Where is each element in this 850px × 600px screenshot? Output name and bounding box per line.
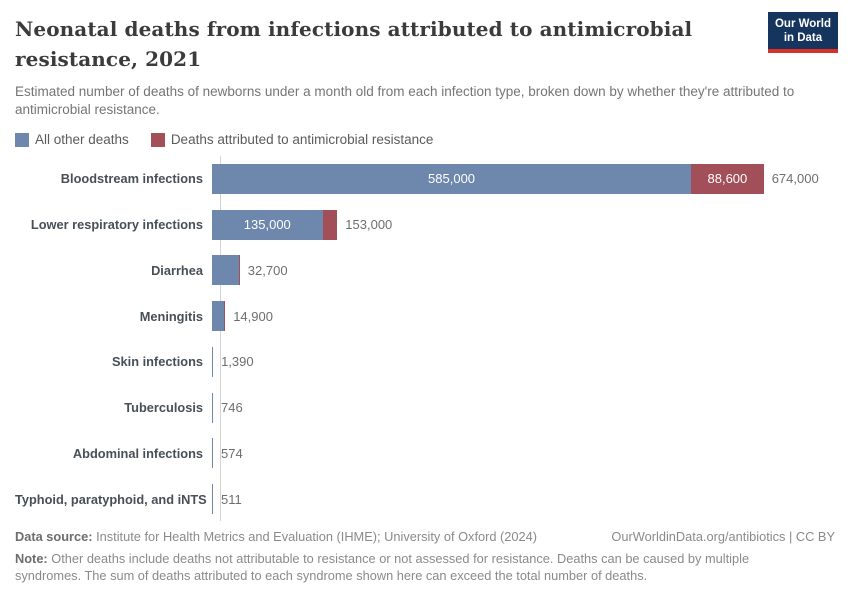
category-label: Tuberculosis <box>124 400 203 416</box>
bar-chart: Bloodstream infections 585,000 88,600 674,0… <box>15 156 835 522</box>
chart-row: Abdominal infections 574 <box>15 431 835 477</box>
category-label: Bloodstream infections <box>60 171 203 187</box>
bar-other-deaths[interactable] <box>212 255 239 286</box>
bar-total-label: 153,000 <box>345 217 393 233</box>
bar-total-label: 32,700 <box>247 262 288 278</box>
chart-title: Neonatal deaths from infections attribut… <box>15 17 693 71</box>
legend-label: All other deaths <box>35 132 129 147</box>
legend-swatch-amr-deaths <box>150 132 165 147</box>
y-axis-line <box>220 156 221 521</box>
chart-row: Meningitis 14,900 <box>15 293 835 339</box>
bar-group: 511 <box>212 484 835 515</box>
chart-subtitle: Estimated number of deaths of newborns u… <box>15 84 795 117</box>
note: Note: Other deaths include deaths not at… <box>15 550 777 584</box>
bar-other-deaths[interactable] <box>212 484 213 515</box>
category-label: Lower respiratory infections <box>30 217 203 233</box>
legend-item-amr-deaths[interactable]: Deaths attributed to antimicrobial resis… <box>150 132 434 147</box>
note-text: Other deaths include deaths not attribut… <box>15 551 750 583</box>
bar-group: 14,900 <box>212 301 835 332</box>
note-label: Note: <box>15 551 48 566</box>
bar-other-deaths[interactable]: 135,000 <box>212 209 323 240</box>
bar-group: 585,000 88,600 674,000 <box>212 163 835 194</box>
chart-footer: Data source: Institute for Health Metric… <box>15 528 835 584</box>
bar-total-label: 511 <box>221 491 242 507</box>
bar-total-label: 1,390 <box>221 354 254 370</box>
chart-row: Diarrhea 32,700 <box>15 248 835 294</box>
data-source: Data source: Institute for Health Metric… <box>15 528 537 545</box>
category-label: Diarrhea <box>151 262 203 278</box>
legend-swatch-other-deaths <box>15 132 29 147</box>
bar-total-label: 14,900 <box>233 308 273 324</box>
chart-rows: Bloodstream infections 585,000 88,600 674,0… <box>15 156 835 522</box>
bar-other-deaths[interactable] <box>212 392 213 423</box>
bar-other-deaths[interactable] <box>212 438 213 469</box>
legend: All other deaths Deaths attributed to an… <box>15 132 835 147</box>
bar-amr-deaths[interactable] <box>224 301 226 332</box>
chart-row: Skin infections 1,390 <box>15 339 835 385</box>
legend-label: Deaths attributed to antimicrobial resis… <box>170 132 434 147</box>
bar-other-deaths[interactable] <box>212 301 225 332</box>
category-label: Skin infections <box>111 354 203 370</box>
bar-value-label: 135,000 <box>243 217 291 233</box>
chart-row: Lower respiratory infections 135,000 153,0… <box>15 202 835 248</box>
source-line: Data source: Institute for Health Metric… <box>15 528 835 545</box>
bar-total-label: 674,000 <box>771 171 819 187</box>
bar-amr-deaths[interactable] <box>322 209 338 240</box>
bar-other-deaths[interactable] <box>212 346 214 377</box>
bar-total-label: 746 <box>221 400 243 416</box>
chart-row: Tuberculosis 746 <box>15 385 835 431</box>
owid-logo-line2: in Data <box>783 32 823 44</box>
category-label: Typhoid, paratyphoid, and iNTS <box>15 491 207 507</box>
chart-row: Bloodstream infections 585,000 88,600 674,0… <box>15 156 835 202</box>
data-source-label: Data source: <box>15 529 93 544</box>
bar-group: 1,390 <box>212 346 835 377</box>
bar-amr-deaths[interactable]: 88,600 <box>691 163 764 194</box>
source-link[interactable]: OurWorldinData.org/antibiotics | CC BY <box>611 529 835 544</box>
bar-group: 574 <box>212 438 835 469</box>
bar-value-label: 585,000 <box>428 171 476 187</box>
bar-total-label: 574 <box>221 445 243 461</box>
bar-group: 135,000 153,000 <box>212 209 835 240</box>
bar-group: 746 <box>212 392 835 423</box>
bar-value-label: 88,600 <box>707 171 748 187</box>
bar-group: 32,700 <box>212 255 835 286</box>
category-label: Abdominal infections <box>72 445 203 461</box>
data-source-text: Institute for Health Metrics and Evaluat… <box>92 529 538 544</box>
chart-row: Typhoid, paratyphoid, and iNTS 511 <box>15 476 835 522</box>
legend-item-other-deaths[interactable]: All other deaths <box>15 132 129 147</box>
bar-other-deaths[interactable]: 585,000 <box>212 163 692 194</box>
owid-logo-line1: Our World <box>774 18 831 30</box>
bar-amr-deaths[interactable] <box>238 255 240 286</box>
category-label: Meningitis <box>139 308 203 324</box>
owid-logo[interactable]: Our World in Data <box>767 12 838 53</box>
